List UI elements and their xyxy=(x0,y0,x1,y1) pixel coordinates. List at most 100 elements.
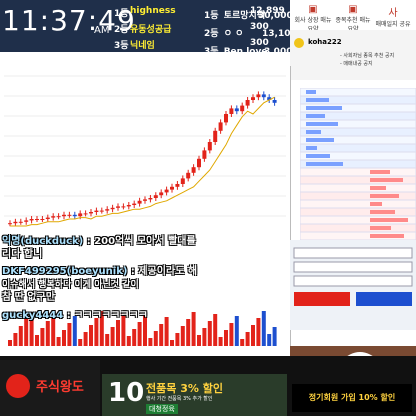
icon-label: 매매일지 공유 xyxy=(375,21,411,28)
candle xyxy=(105,209,110,211)
top-donor-amount: 30,000원 xyxy=(258,11,302,21)
order-form xyxy=(290,240,416,330)
chat-text: 참 딴 없구만 xyxy=(2,292,55,303)
volume-bar xyxy=(132,329,137,346)
order-book-bar xyxy=(370,186,386,190)
volume-bar xyxy=(62,330,66,346)
order-book-bar xyxy=(306,130,321,134)
kakao-icon xyxy=(294,38,304,48)
ad-brand: 대청정육 xyxy=(146,404,178,414)
top-donor-rank: 3등 xyxy=(204,47,219,57)
volume-bar xyxy=(261,311,266,346)
volume-bar xyxy=(272,327,277,346)
chat-text: : 제공이라도 해 xyxy=(127,266,198,277)
volume-bar xyxy=(213,314,218,346)
left-ad[interactable]: 주식왕도 xyxy=(0,360,100,416)
volume-bar xyxy=(45,321,50,346)
candle xyxy=(251,97,255,100)
volume-bar xyxy=(224,330,228,346)
volume-bar xyxy=(153,331,158,346)
order-book-bar xyxy=(306,114,325,118)
order-field[interactable] xyxy=(293,247,413,259)
buy-button[interactable] xyxy=(294,292,350,306)
moving-average-line xyxy=(10,96,275,227)
membership-banner[interactable]: 정기회원 가입 10% 할인 xyxy=(292,384,412,412)
candle xyxy=(132,203,137,205)
chat-message: gucky4444 : ㅋㅋㅋㅋㅋㅋㅋㅋ xyxy=(2,310,148,322)
candle xyxy=(40,219,45,220)
order-book-row xyxy=(299,223,416,233)
clock-ampm: AM xyxy=(94,25,110,36)
candle xyxy=(56,216,61,218)
order-field[interactable] xyxy=(293,261,413,273)
chat-message: 이슈해서 행복하다 이게 아닌것 같이 xyxy=(2,279,139,291)
candle xyxy=(224,114,228,123)
top-donor-row: 3등 Ben love xyxy=(204,44,304,59)
order-form-grid xyxy=(293,247,413,306)
order-book-bar xyxy=(370,194,399,198)
order-book-bar xyxy=(306,154,330,158)
volume-bar xyxy=(180,326,185,346)
donor-name: 유동성공급 xyxy=(130,25,172,35)
candle xyxy=(8,223,12,225)
volume-bar xyxy=(175,333,180,346)
candle xyxy=(13,221,18,224)
volume-bar xyxy=(121,313,126,346)
trade-journal-button[interactable]: 사 매매일지 공유 xyxy=(374,4,412,28)
candle xyxy=(234,108,239,112)
candle xyxy=(261,94,266,98)
volume-bar xyxy=(234,316,239,346)
candle xyxy=(148,198,153,200)
candle xyxy=(207,142,212,151)
candle xyxy=(164,189,169,193)
ad-background xyxy=(102,374,287,416)
volume-bar xyxy=(229,323,234,346)
document-icon: ▣ xyxy=(308,4,318,15)
volume-bar xyxy=(218,337,223,346)
order-book-bar xyxy=(370,234,404,238)
donor-row: 2등 유동성공급 300 xyxy=(112,22,292,37)
order-book-row xyxy=(299,199,416,209)
volume-bar xyxy=(78,339,83,346)
candlestick-chart[interactable] xyxy=(0,66,290,356)
volume-bar xyxy=(207,321,212,346)
candle xyxy=(89,212,93,214)
volume-bar xyxy=(256,318,261,346)
candle xyxy=(35,219,39,220)
chat-message: 익명(duckduck) : 200억씩 모아서 빨대를 xyxy=(2,236,196,248)
chat-message: 참 딴 없구만 xyxy=(2,292,55,304)
chat-text: : 200억씩 모아서 빨대를 xyxy=(83,236,196,247)
document-icon: ▣ xyxy=(348,4,358,15)
ad-number: 10 xyxy=(108,378,145,408)
stock-recommend-button[interactable]: ▣ 종목추천 매뉴 요약 xyxy=(334,4,372,33)
ad-banner[interactable]: 10 전품목 3% 할인 행사 기간 전품목 3% 추가 할인 대청정육 xyxy=(102,374,287,416)
chat-message: 리다 합니 xyxy=(2,249,42,261)
candle xyxy=(245,100,250,106)
icon-label: 회사 상장 매뉴 요약 xyxy=(294,17,332,33)
candle xyxy=(121,206,126,208)
volume-bar xyxy=(35,335,39,346)
volume-bar xyxy=(89,325,93,346)
order-book-bar xyxy=(306,98,329,102)
journal-icon: 사 xyxy=(388,8,398,19)
chat-nick: DKF499295(boeyunik) xyxy=(2,266,128,277)
order-book-bar xyxy=(370,202,382,206)
order-field[interactable] xyxy=(293,275,413,287)
volume-bar xyxy=(94,318,99,346)
candle xyxy=(213,130,218,142)
volume-bar xyxy=(137,322,142,346)
candle xyxy=(78,213,83,217)
sell-button[interactable] xyxy=(356,292,412,306)
volume-bar xyxy=(116,320,120,346)
candle xyxy=(180,178,185,184)
order-book-bar xyxy=(370,170,390,174)
donor-name: highness xyxy=(130,6,176,16)
order-book-bar xyxy=(306,122,338,126)
candle xyxy=(67,214,72,216)
candle xyxy=(126,205,131,207)
company-listing-button[interactable]: ▣ 회사 상장 매뉴 요약 xyxy=(294,4,332,33)
top-donor-name: ㅇ ㅇ xyxy=(223,29,244,39)
volume-bar xyxy=(126,336,131,346)
donor-amount: 300 xyxy=(250,38,269,48)
top-donor-amount: 3,000원 xyxy=(264,47,301,57)
